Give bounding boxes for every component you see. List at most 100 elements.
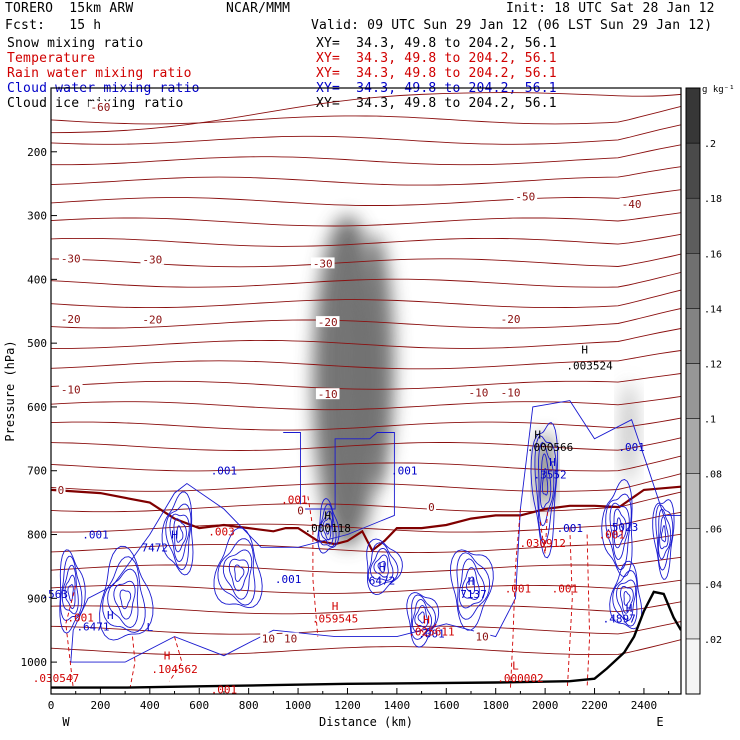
terrain-layer bbox=[51, 590, 681, 689]
cloud-water-loop-10-3 bbox=[411, 599, 433, 633]
isotherm-11 bbox=[51, 328, 681, 349]
extremum-label-11: .001 bbox=[618, 441, 645, 454]
extremum-label-17: 7137 bbox=[460, 588, 487, 601]
colorbar-tick-6: .14 bbox=[704, 304, 722, 315]
extremum-label-23: H bbox=[107, 609, 114, 622]
colorbar-tick-2: .06 bbox=[704, 525, 722, 536]
isotherm-26 bbox=[51, 639, 681, 656]
x-tick-label-11: 2200 bbox=[581, 699, 608, 712]
extremum-label-10: .001 bbox=[557, 522, 584, 535]
isotherm-20 bbox=[51, 511, 681, 533]
extremum-label-40: .030547 bbox=[33, 672, 79, 685]
isotherm-label-bg-8 bbox=[315, 316, 340, 328]
cloud-water-loop-0-1 bbox=[176, 525, 184, 543]
colorbar-tick-1: .04 bbox=[704, 580, 722, 591]
init-time: Init: 18 UTC Sat 28 Jan 12 bbox=[506, 1, 715, 16]
extremum-label-21: H bbox=[626, 602, 633, 615]
isotherm-label-bg-15 bbox=[295, 504, 306, 516]
isotherm-6 bbox=[51, 233, 681, 247]
colorbar-frame bbox=[685, 87, 701, 695]
isotherm-label-5: -30 bbox=[313, 257, 333, 270]
colorbar-swatch-5 bbox=[685, 363, 701, 419]
cloud-water-loop-5-3 bbox=[538, 441, 555, 527]
model-title: TORERO 15km ARW bbox=[5, 1, 134, 16]
extremum-label-1: .000118 bbox=[305, 522, 351, 535]
cloud-water-loop-6-5 bbox=[601, 479, 633, 578]
cloud-water-loop-2-2 bbox=[322, 517, 333, 541]
extremum-label-16: H bbox=[468, 575, 475, 588]
isotherm-12 bbox=[51, 350, 681, 370]
x-tick-label-4: 800 bbox=[239, 699, 259, 712]
isotherm-3 bbox=[51, 166, 681, 186]
isotherm-label-bg-1 bbox=[513, 190, 538, 202]
extremum-label-35: .001 bbox=[552, 583, 579, 596]
cloud-water-loop-4-5 bbox=[450, 549, 494, 631]
extremum-label-20: .5023 bbox=[605, 521, 638, 534]
x-tick-label-12: 2400 bbox=[631, 699, 658, 712]
colorbar-tick-9: .2 bbox=[704, 139, 716, 150]
extremum-label-13: 7472 bbox=[142, 541, 169, 554]
y-tick-label-8: 1000 bbox=[21, 656, 48, 669]
cloud-water-loop-1-2 bbox=[228, 558, 250, 592]
isotherm-21 bbox=[51, 533, 681, 554]
axes-layer: 0 200 400 600 800 1000 1200 1400 1600 1800 2000 220… bbox=[3, 146, 670, 729]
y-tick-label-7: 900 bbox=[27, 592, 47, 605]
cloud-water-loop-3-3 bbox=[370, 548, 394, 581]
extremum-label-34: .001 bbox=[505, 583, 532, 596]
colorbar-swatch-2 bbox=[685, 528, 701, 585]
cloud-water-loop-11-5 bbox=[652, 499, 675, 580]
isotherm-label-bg-18 bbox=[282, 632, 299, 644]
isotherm-label-6: -20 bbox=[61, 313, 81, 326]
cloud-water-loop-7-1 bbox=[623, 591, 631, 606]
cloud-water-loop-0-3 bbox=[169, 513, 190, 563]
colorbar-swatch-6 bbox=[685, 308, 701, 364]
cloud-water-loop-8-1 bbox=[119, 589, 132, 610]
isotherm-label-bg-17 bbox=[260, 632, 277, 644]
field-name-temperature: Temperature bbox=[7, 51, 96, 66]
y-tick-label-6: 800 bbox=[27, 529, 47, 542]
extremum-label-43: .000002 bbox=[497, 672, 543, 685]
extremum-label-36: .001 bbox=[599, 529, 626, 542]
isotherm-label-10: -10 bbox=[61, 384, 81, 397]
isotherm-2 bbox=[51, 144, 681, 166]
extremum-label-33: .030912 bbox=[519, 537, 565, 550]
isotherm-label-14: 0 bbox=[58, 484, 65, 497]
colorbar-swatch-3 bbox=[685, 473, 701, 529]
y-tick-label-1: 300 bbox=[27, 210, 47, 223]
cloud-water-loop-5-2 bbox=[539, 453, 552, 509]
field-xy-snow: XY= 34.3, 49.8 to 204.2, 56.1 bbox=[316, 36, 557, 51]
isotherm-label-bg-3 bbox=[58, 252, 83, 264]
extremum-label-8: .001 bbox=[82, 529, 109, 542]
isotherm-label-bg-0 bbox=[88, 101, 113, 113]
isotherm-label-bg-9 bbox=[498, 312, 523, 324]
isotherm-1 bbox=[51, 124, 681, 145]
cloud-water-loop-9-2 bbox=[64, 574, 76, 610]
snow-shade-3 bbox=[621, 381, 637, 484]
extremum-label-32: .025611 bbox=[408, 625, 454, 638]
colorbar: .02 .04 .06 .08 .1 .12 .14 .16 .18 .2 g kg⁻¹ bbox=[685, 85, 735, 695]
extremum-label-9: .001 bbox=[275, 573, 302, 586]
cloud-water-loop-2-1 bbox=[325, 523, 331, 535]
freezing-level-line bbox=[51, 485, 681, 553]
extremum-label-4: H bbox=[581, 344, 588, 357]
y-tick-label-5: 700 bbox=[27, 465, 47, 478]
rain-contour-7 bbox=[416, 623, 437, 638]
cloud-water-loop-5-4 bbox=[534, 435, 557, 544]
x-tick-label-3: 600 bbox=[189, 699, 209, 712]
isotherm-label-9: -20 bbox=[501, 313, 521, 326]
x-tick-label-5: 1000 bbox=[285, 699, 312, 712]
isotherm-label-bg-5 bbox=[310, 257, 335, 269]
cloud-water-loop-8-4 bbox=[102, 556, 146, 633]
y-tick-label-2: 400 bbox=[27, 273, 47, 286]
isotherm-17 bbox=[51, 455, 681, 472]
y-tick-label-4: 600 bbox=[27, 401, 47, 414]
isotherm-23 bbox=[51, 579, 681, 594]
cloud-water-loop-3-2 bbox=[373, 554, 389, 578]
extremum-label-29: H bbox=[332, 600, 339, 613]
plot-frame bbox=[50, 87, 682, 695]
cloud-water-loop-3-4 bbox=[367, 542, 399, 587]
x-axis-label: Distance (km) bbox=[319, 715, 413, 729]
isotherm-15 bbox=[51, 417, 681, 431]
cloud-water-loop-11-4 bbox=[655, 504, 674, 571]
cloud-water-loop-0-4 bbox=[165, 503, 192, 571]
